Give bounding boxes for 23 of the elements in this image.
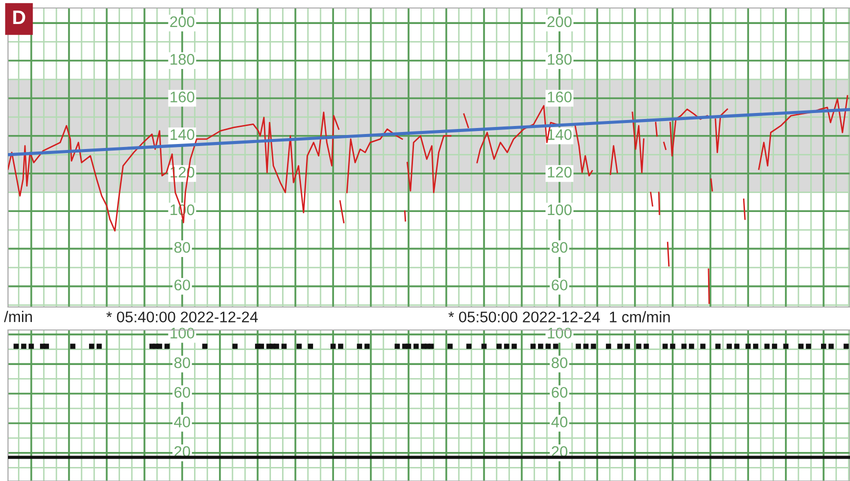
y-tick-label: 200 bbox=[170, 16, 194, 28]
y2-tick-label: 200 bbox=[548, 16, 572, 28]
y2-tick-label: 80 bbox=[552, 242, 568, 253]
y2-tick-label: 60 bbox=[552, 280, 568, 290]
y-tick-label: 60 bbox=[174, 280, 190, 290]
y2-tick-label: 120 bbox=[548, 166, 572, 178]
y-tick-label: 180 bbox=[170, 54, 194, 65]
y-tick-label: 160 bbox=[170, 92, 194, 102]
y2-tick-label: 100 bbox=[548, 204, 572, 216]
y2-tick-label: 180 bbox=[548, 54, 572, 65]
text: /min bbox=[4, 310, 32, 322]
y-tick-label: 80 bbox=[174, 242, 190, 253]
y-tick-label: 40 bbox=[174, 416, 190, 428]
y-tick-label: 80 bbox=[174, 357, 190, 368]
x-tick-label: * 05:50:00 2022-12-24 1 cm/min bbox=[448, 311, 670, 322]
y2-tick-label: 160 bbox=[548, 92, 572, 102]
y-tick-label: 140 bbox=[170, 129, 194, 140]
y2-tick-label: 80 bbox=[552, 357, 568, 368]
annotation: D bbox=[13, 10, 26, 24]
y2-tick-label: 40 bbox=[551, 416, 568, 428]
x-tick-label: * 05:40:00 2022-12-24 bbox=[106, 312, 258, 322]
y2-tick-label: 60 bbox=[552, 386, 568, 398]
y-tick-label: 60 bbox=[174, 386, 190, 398]
